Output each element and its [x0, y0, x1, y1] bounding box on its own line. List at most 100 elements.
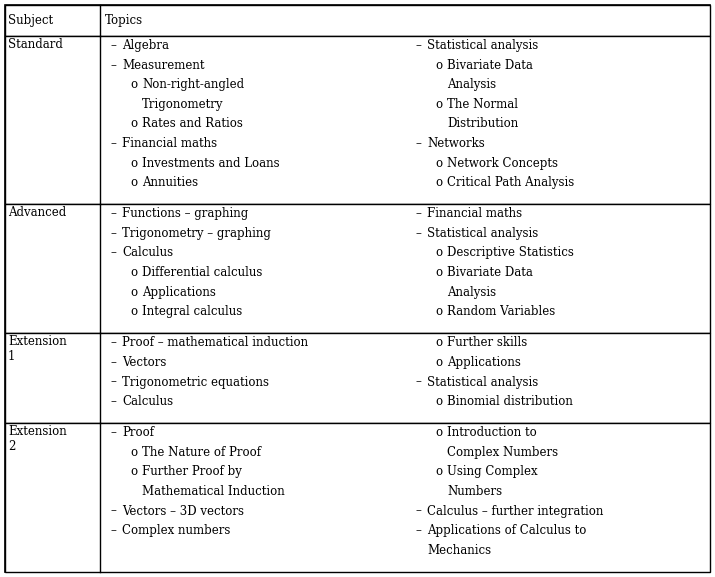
Text: –: –: [110, 246, 116, 260]
Text: –: –: [110, 395, 116, 408]
Text: Calculus – further integration: Calculus – further integration: [427, 504, 603, 518]
Text: o: o: [130, 156, 137, 170]
Text: o: o: [130, 176, 137, 189]
Text: o: o: [130, 286, 137, 299]
Text: Bivariate Data: Bivariate Data: [447, 266, 533, 279]
Text: Complex numbers: Complex numbers: [122, 524, 230, 537]
Text: Trigonometry: Trigonometry: [142, 98, 224, 111]
Text: o: o: [130, 117, 137, 130]
Text: Introduction to: Introduction to: [447, 426, 537, 439]
Text: Proof: Proof: [122, 426, 154, 439]
Text: Descriptive Statistics: Descriptive Statistics: [447, 246, 574, 260]
Text: Vectors: Vectors: [122, 356, 167, 369]
Text: Subject: Subject: [8, 14, 53, 27]
Text: Calculus: Calculus: [122, 246, 173, 260]
Text: Integral calculus: Integral calculus: [142, 305, 242, 318]
Text: Extension
2: Extension 2: [8, 425, 66, 453]
Text: –: –: [110, 137, 116, 150]
Text: o: o: [130, 305, 137, 318]
Text: –: –: [110, 227, 116, 240]
Text: Algebra: Algebra: [122, 39, 169, 52]
Text: Using Complex: Using Complex: [447, 466, 538, 478]
Text: Binomial distribution: Binomial distribution: [447, 395, 573, 408]
Text: –: –: [110, 336, 116, 349]
Text: Statistical analysis: Statistical analysis: [427, 376, 538, 388]
Text: Differential calculus: Differential calculus: [142, 266, 262, 279]
Text: Trigonometry – graphing: Trigonometry – graphing: [122, 227, 271, 240]
Text: –: –: [415, 504, 421, 518]
Text: Functions – graphing: Functions – graphing: [122, 207, 248, 220]
Text: Applications of Calculus to: Applications of Calculus to: [427, 524, 586, 537]
Text: o: o: [130, 466, 137, 478]
Text: o: o: [435, 59, 442, 72]
Text: –: –: [415, 39, 421, 52]
Text: Critical Path Analysis: Critical Path Analysis: [447, 176, 574, 189]
Text: Financial maths: Financial maths: [122, 137, 217, 150]
Bar: [5, 334, 710, 424]
Text: –: –: [110, 376, 116, 388]
Text: Annuities: Annuities: [142, 176, 198, 189]
Text: Standard: Standard: [8, 38, 63, 51]
Text: Networks: Networks: [427, 137, 485, 150]
Text: –: –: [415, 227, 421, 240]
Text: Measurement: Measurement: [122, 59, 204, 72]
Text: o: o: [435, 305, 442, 318]
Text: Analysis: Analysis: [447, 78, 496, 91]
Text: Random Variables: Random Variables: [447, 305, 556, 318]
Bar: [5, 424, 710, 572]
Text: Further Proof by: Further Proof by: [142, 466, 242, 478]
Text: o: o: [435, 426, 442, 439]
Text: o: o: [130, 446, 137, 459]
Text: Vectors – 3D vectors: Vectors – 3D vectors: [122, 504, 245, 518]
Text: –: –: [110, 207, 116, 220]
Text: –: –: [110, 504, 116, 518]
Text: o: o: [435, 98, 442, 111]
Text: Mathematical Induction: Mathematical Induction: [142, 485, 285, 498]
Text: The Normal: The Normal: [447, 98, 518, 111]
Text: –: –: [110, 59, 116, 72]
Text: Investments and Loans: Investments and Loans: [142, 156, 280, 170]
Text: –: –: [415, 376, 421, 388]
Text: Extension
1: Extension 1: [8, 335, 66, 363]
Text: o: o: [435, 336, 442, 349]
Text: Topics: Topics: [105, 14, 143, 27]
Text: o: o: [130, 78, 137, 91]
Text: Calculus: Calculus: [122, 395, 173, 408]
Text: Bivariate Data: Bivariate Data: [447, 59, 533, 72]
Text: o: o: [130, 266, 137, 279]
Text: –: –: [110, 524, 116, 537]
Text: o: o: [435, 356, 442, 369]
Text: –: –: [110, 426, 116, 439]
Text: –: –: [110, 356, 116, 369]
Text: o: o: [435, 156, 442, 170]
Text: Advanced: Advanced: [8, 206, 66, 219]
Text: Applications: Applications: [142, 286, 216, 299]
Text: Statistical analysis: Statistical analysis: [427, 227, 538, 240]
Text: Further skills: Further skills: [447, 336, 528, 349]
Text: Trigonometric equations: Trigonometric equations: [122, 376, 269, 388]
Bar: [5, 36, 710, 204]
Text: Applications: Applications: [447, 356, 521, 369]
Text: Proof – mathematical induction: Proof – mathematical induction: [122, 336, 308, 349]
Text: o: o: [435, 176, 442, 189]
Text: –: –: [110, 39, 116, 52]
Text: o: o: [435, 466, 442, 478]
Bar: [5, 5, 710, 36]
Text: Mechanics: Mechanics: [427, 544, 491, 557]
Text: Financial maths: Financial maths: [427, 207, 522, 220]
Text: The Nature of Proof: The Nature of Proof: [142, 446, 261, 459]
Bar: [5, 204, 710, 334]
Text: o: o: [435, 266, 442, 279]
Text: –: –: [415, 524, 421, 537]
Text: –: –: [415, 137, 421, 150]
Text: o: o: [435, 246, 442, 260]
Text: Distribution: Distribution: [447, 117, 518, 130]
Text: Statistical analysis: Statistical analysis: [427, 39, 538, 52]
Text: –: –: [415, 207, 421, 220]
Text: Rates and Ratios: Rates and Ratios: [142, 117, 243, 130]
Text: o: o: [435, 395, 442, 408]
Text: Numbers: Numbers: [447, 485, 502, 498]
Text: Analysis: Analysis: [447, 286, 496, 299]
Text: Non-right-angled: Non-right-angled: [142, 78, 245, 91]
Text: Complex Numbers: Complex Numbers: [447, 446, 558, 459]
